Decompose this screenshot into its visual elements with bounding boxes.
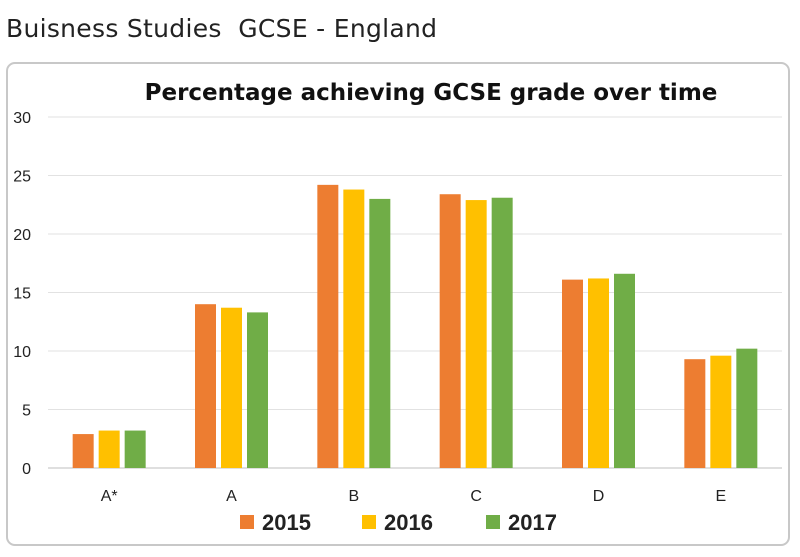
bar-2017-A: [247, 312, 268, 468]
x-tick-label: A: [226, 488, 237, 505]
bar-2016-A: [221, 307, 242, 468]
bar-2017-C: [491, 197, 513, 469]
y-tick-label: 20: [13, 227, 31, 244]
legend-swatch: [486, 515, 500, 529]
bar-2016-B: [343, 189, 365, 469]
y-axis-tick-labels: 0 5 10 15 20 25 30: [13, 110, 31, 478]
bar-2016-D: [588, 278, 609, 468]
bar-2016-A*: [98, 430, 120, 468]
bar-2015-B: [317, 184, 339, 469]
y-tick-label: 15: [13, 286, 31, 303]
y-tick-label: 30: [13, 110, 31, 127]
bar-2015-A*: [72, 434, 94, 468]
bar-2017-D: [614, 273, 635, 468]
y-tick-label: 5: [22, 403, 31, 420]
x-tick-label: A*: [101, 488, 118, 505]
x-tick-label: C: [470, 488, 482, 505]
bar-2017-B: [369, 198, 391, 468]
bar-2016-E: [710, 355, 732, 468]
y-tick-label: 25: [13, 169, 31, 186]
legend-label: 2016: [384, 510, 433, 535]
x-axis-tick-labels: A* A B C D E: [101, 488, 726, 505]
legend-label: 2015: [262, 510, 311, 535]
bar-2015-A: [195, 304, 216, 468]
chart-title: Percentage achieving GCSE grade over tim…: [145, 80, 718, 106]
bars: [72, 184, 758, 469]
bar-2017-E: [736, 348, 758, 468]
legend-swatch: [240, 515, 254, 529]
bar-2016-C: [465, 200, 487, 468]
legend: 2015 2016 2017: [240, 510, 557, 535]
legend-label: 2017: [508, 510, 557, 535]
bar-2015-D: [562, 279, 583, 468]
y-tick-label: 10: [13, 344, 31, 361]
x-tick-label: B: [348, 488, 359, 505]
y-tick-label: 0: [22, 461, 31, 478]
bar-2015-C: [439, 194, 461, 468]
gridlines: [48, 116, 782, 469]
x-tick-label: E: [715, 488, 726, 505]
x-tick-label: D: [593, 488, 605, 505]
bar-2015-E: [684, 359, 706, 468]
page-title: Buisness Studies GCSE - England: [6, 14, 438, 43]
legend-swatch: [362, 515, 376, 529]
bar-2017-A*: [124, 430, 146, 468]
